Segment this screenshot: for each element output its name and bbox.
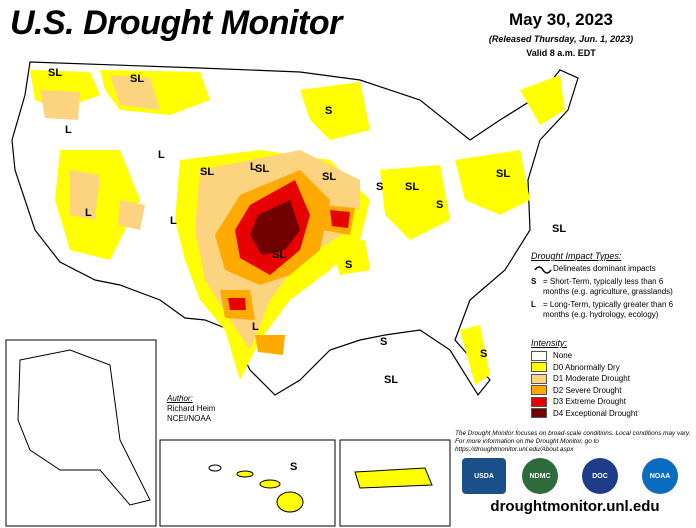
doc-logo[interactable]: DOC bbox=[582, 458, 618, 494]
impact-heading: Drought Impact Types: bbox=[531, 251, 622, 261]
long-term-text: = Long-Term, typically greater than 6 mo… bbox=[543, 300, 674, 319]
impact-label: S bbox=[436, 199, 443, 211]
impact-label: SL bbox=[384, 374, 398, 386]
legend-row: D4 Exceptional Drought bbox=[531, 408, 691, 420]
intensity-heading: Intensity: bbox=[531, 338, 568, 348]
impact-label: S bbox=[376, 181, 383, 193]
legend-row: None bbox=[531, 350, 691, 362]
disclaimer-note: The Drought Monitor focuses on broad-sca… bbox=[455, 430, 691, 453]
author-heading: Author: bbox=[167, 394, 193, 403]
impact-label: S bbox=[380, 336, 387, 348]
valid-time: Valid 8 a.m. EDT bbox=[526, 48, 596, 58]
impact-label: L bbox=[158, 149, 165, 161]
legend-swatch bbox=[531, 350, 547, 361]
impact-legend: Drought Impact Types: Delineates dominan… bbox=[531, 251, 691, 323]
author-block: Author: Richard Heim NCEI/NOAA bbox=[167, 394, 215, 424]
impact-label: SL bbox=[405, 181, 419, 193]
short-term-text: = Short-Term, typically less than 6 mont… bbox=[543, 277, 673, 296]
impact-label: SL bbox=[48, 67, 62, 79]
legend-label: D1 Moderate Drought bbox=[553, 374, 630, 384]
legend-label: D3 Extreme Drought bbox=[553, 397, 626, 407]
usda-logo[interactable]: USDA bbox=[462, 458, 506, 494]
author-org: NCEI/NOAA bbox=[167, 414, 212, 423]
short-term-key: S bbox=[531, 277, 537, 286]
ndmc-logo[interactable]: NDMC bbox=[522, 458, 558, 494]
map-title: U.S. Drought Monitor bbox=[10, 4, 342, 42]
impact-label: SL bbox=[322, 171, 336, 183]
intensity-legend: Intensity: None D0 Abnormally Dry D1 Mod… bbox=[531, 338, 691, 419]
hawaii-inset bbox=[159, 439, 336, 527]
impact-label: SL bbox=[130, 73, 144, 85]
legend-swatch bbox=[531, 385, 547, 396]
legend-label: None bbox=[553, 351, 573, 361]
impact-label: S bbox=[290, 461, 297, 473]
impact-label: SL bbox=[255, 163, 269, 175]
impact-label: L bbox=[250, 161, 257, 173]
long-term-key: L bbox=[531, 300, 536, 309]
impact-line-label: Delineates dominant impacts bbox=[553, 264, 656, 273]
release-date: (Released Thursday, Jun. 1, 2023) bbox=[488, 34, 634, 44]
noaa-logo[interactable]: NOAA bbox=[642, 458, 678, 494]
impact-label: SL bbox=[272, 249, 286, 261]
legend-row: D0 Abnormally Dry bbox=[531, 362, 691, 374]
impact-label: S bbox=[345, 259, 352, 271]
map-date: May 30, 2023 bbox=[509, 10, 613, 29]
legend-swatch bbox=[531, 396, 547, 407]
legend-label: D2 Severe Drought bbox=[553, 385, 622, 395]
legend-swatch bbox=[531, 408, 547, 419]
site-url-link[interactable]: droughtmonitor.unl.edu bbox=[490, 498, 660, 515]
impact-label: SL bbox=[552, 223, 566, 235]
impact-label: SL bbox=[200, 166, 214, 178]
legend-swatch bbox=[531, 362, 547, 373]
impact-label: S bbox=[325, 105, 332, 117]
legend-row: D1 Moderate Drought bbox=[531, 373, 691, 385]
drought-areas bbox=[30, 70, 565, 385]
impact-label: S bbox=[480, 348, 487, 360]
impact-label: L bbox=[252, 321, 259, 333]
impact-label: SL bbox=[496, 168, 510, 180]
legend-row: D3 Extreme Drought bbox=[531, 396, 691, 408]
legend-label: D4 Exceptional Drought bbox=[553, 408, 638, 418]
impact-label: L bbox=[170, 215, 177, 227]
impact-label: L bbox=[65, 124, 72, 136]
legend-label: D0 Abnormally Dry bbox=[553, 362, 620, 372]
author-name: Richard Heim bbox=[167, 404, 216, 413]
impact-label: L bbox=[85, 207, 92, 219]
legend-swatch bbox=[531, 373, 547, 384]
legend-row: D2 Severe Drought bbox=[531, 385, 691, 397]
